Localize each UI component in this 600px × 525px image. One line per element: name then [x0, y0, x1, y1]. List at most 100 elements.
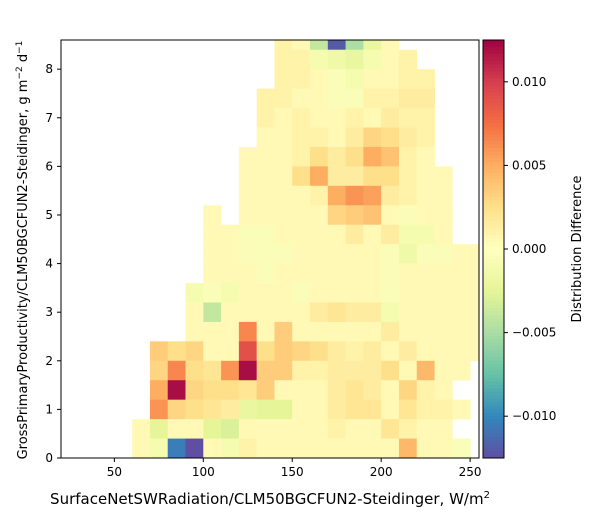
heatmap-cell [256, 263, 275, 284]
heatmap-cell [345, 360, 364, 381]
heatmap-cell [256, 302, 275, 323]
colorbar-label: Distribution Difference [570, 176, 585, 323]
heatmap-cell [452, 263, 471, 284]
heatmap-cell [398, 399, 418, 420]
heatmap-cell [398, 302, 418, 323]
heatmap-cell [327, 88, 346, 109]
heatmap-cell [416, 146, 435, 167]
y-tick-label: 0 [45, 451, 53, 465]
heatmap-cell [256, 438, 275, 459]
colorbar-band [483, 433, 504, 438]
heatmap-cell [345, 224, 364, 245]
heatmap-cell [256, 185, 275, 206]
colorbar-band [483, 137, 504, 142]
heatmap-cell [345, 419, 364, 439]
heatmap-cell [185, 360, 204, 381]
colorbar-band [483, 109, 504, 114]
heatmap-cell [203, 399, 222, 420]
heatmap-cell [345, 185, 364, 206]
heatmap-cell [274, 419, 293, 439]
heatmap-cell [274, 40, 293, 51]
heatmap-cell [292, 40, 311, 51]
heatmap-cell [185, 341, 204, 362]
heatmap-cell [327, 69, 346, 89]
heatmap-cell [345, 283, 364, 303]
colorbar-band [483, 444, 504, 449]
heatmap-cell [470, 302, 480, 323]
heatmap-cell [256, 419, 275, 439]
colorbar-band [483, 269, 504, 274]
colorbar-band [483, 172, 504, 177]
heatmap-cell [434, 224, 453, 245]
colorbar-band [483, 231, 504, 236]
colorbar-band [483, 430, 504, 435]
heatmap-cell [292, 341, 311, 362]
heatmap-cell [185, 302, 204, 323]
heatmap-cell [327, 146, 346, 167]
heatmap-cell [256, 244, 275, 264]
heatmap-cell [327, 244, 346, 264]
heatmap-cell [381, 399, 400, 420]
heatmap-cell [238, 321, 258, 342]
heatmap-cell [416, 263, 435, 284]
heatmap-cell [416, 108, 435, 128]
heatmap-cell [310, 127, 329, 148]
heatmap-cell [256, 205, 275, 226]
heatmap-cell [310, 399, 329, 420]
heatmap-cell [345, 341, 364, 362]
heatmap-cell [398, 224, 418, 245]
y-tick-label: 7 [45, 111, 53, 125]
heatmap-cell [292, 283, 311, 303]
heatmap-cell [310, 302, 329, 323]
colorbar-band [483, 290, 504, 295]
heatmap-cell [363, 69, 382, 89]
heatmap-cell [256, 88, 275, 109]
colorbar-band [483, 144, 504, 149]
heatmap-cell [416, 185, 435, 206]
heatmap-cell [398, 283, 418, 303]
colorbar-band [483, 346, 504, 351]
heatmap-cell [416, 69, 435, 89]
heatmap-cell [310, 438, 329, 459]
heatmap-cell [327, 108, 346, 128]
colorbar-band [483, 57, 504, 62]
heatmap-cell [203, 224, 222, 245]
heatmap-cell [416, 380, 435, 401]
heatmap-cell [274, 166, 293, 187]
colorbar-band [483, 273, 504, 278]
heatmap-cell [381, 321, 400, 342]
heatmap-cell [167, 419, 186, 439]
heatmap-cell [434, 283, 453, 303]
heatmap-cell [381, 419, 400, 439]
colorbar-band [483, 370, 504, 375]
colorbar-band [483, 217, 504, 222]
heatmap-cell [434, 360, 453, 381]
heatmap-cell [398, 244, 418, 264]
heatmap-cell [345, 49, 364, 70]
heatmap-cell [167, 399, 186, 420]
heatmap-cell [167, 438, 186, 459]
heatmap-cell [274, 341, 293, 362]
heatmap-cell [381, 380, 400, 401]
colorbar-band [483, 447, 504, 452]
heatmap-cell [381, 438, 400, 459]
heatmap-cell [310, 360, 329, 381]
colorbar-band [483, 454, 504, 459]
heatmap-cell [363, 224, 382, 245]
heatmap-cell [381, 302, 400, 323]
colorbar-band [483, 363, 504, 368]
colorbar-band [483, 130, 504, 135]
colorbar-band [483, 280, 504, 285]
heatmap-cell [345, 321, 364, 342]
heatmap-cell [274, 244, 293, 264]
colorbar-band [483, 210, 504, 215]
heatmap-cell [452, 438, 471, 459]
heatmap-cell [327, 224, 346, 245]
x-axis-title: SurfaceNetSWRadiation/CLM50BGCFUN2-Steid… [50, 490, 490, 508]
heatmap-cell [416, 205, 435, 226]
heatmap-cell [345, 108, 364, 128]
colorbar-tick-label: 0.010 [512, 75, 546, 89]
heatmap-cell [470, 283, 480, 303]
colorbar-band [483, 43, 504, 48]
x-tick-label: 150 [281, 465, 304, 479]
